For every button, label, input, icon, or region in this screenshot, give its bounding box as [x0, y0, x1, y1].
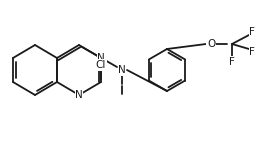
Text: N: N: [118, 65, 126, 75]
Text: F: F: [249, 27, 255, 37]
Text: F: F: [229, 57, 235, 67]
Text: N: N: [97, 53, 105, 63]
Text: Cl: Cl: [96, 60, 106, 70]
Text: O: O: [207, 39, 215, 49]
Text: N: N: [75, 90, 83, 100]
Text: F: F: [249, 47, 255, 57]
